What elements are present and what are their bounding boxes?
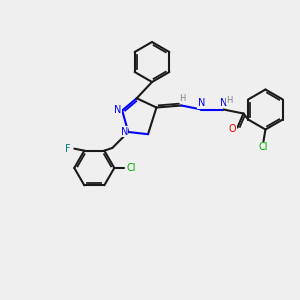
Text: H: H [226,96,232,105]
Text: N: N [115,104,122,115]
Text: N: N [220,98,227,107]
Text: F: F [65,144,71,154]
Text: Cl: Cl [127,163,136,173]
Text: H: H [179,94,186,103]
Text: Cl: Cl [259,142,268,152]
Text: O: O [229,124,236,134]
Text: N: N [121,127,128,137]
Text: N: N [198,98,205,109]
